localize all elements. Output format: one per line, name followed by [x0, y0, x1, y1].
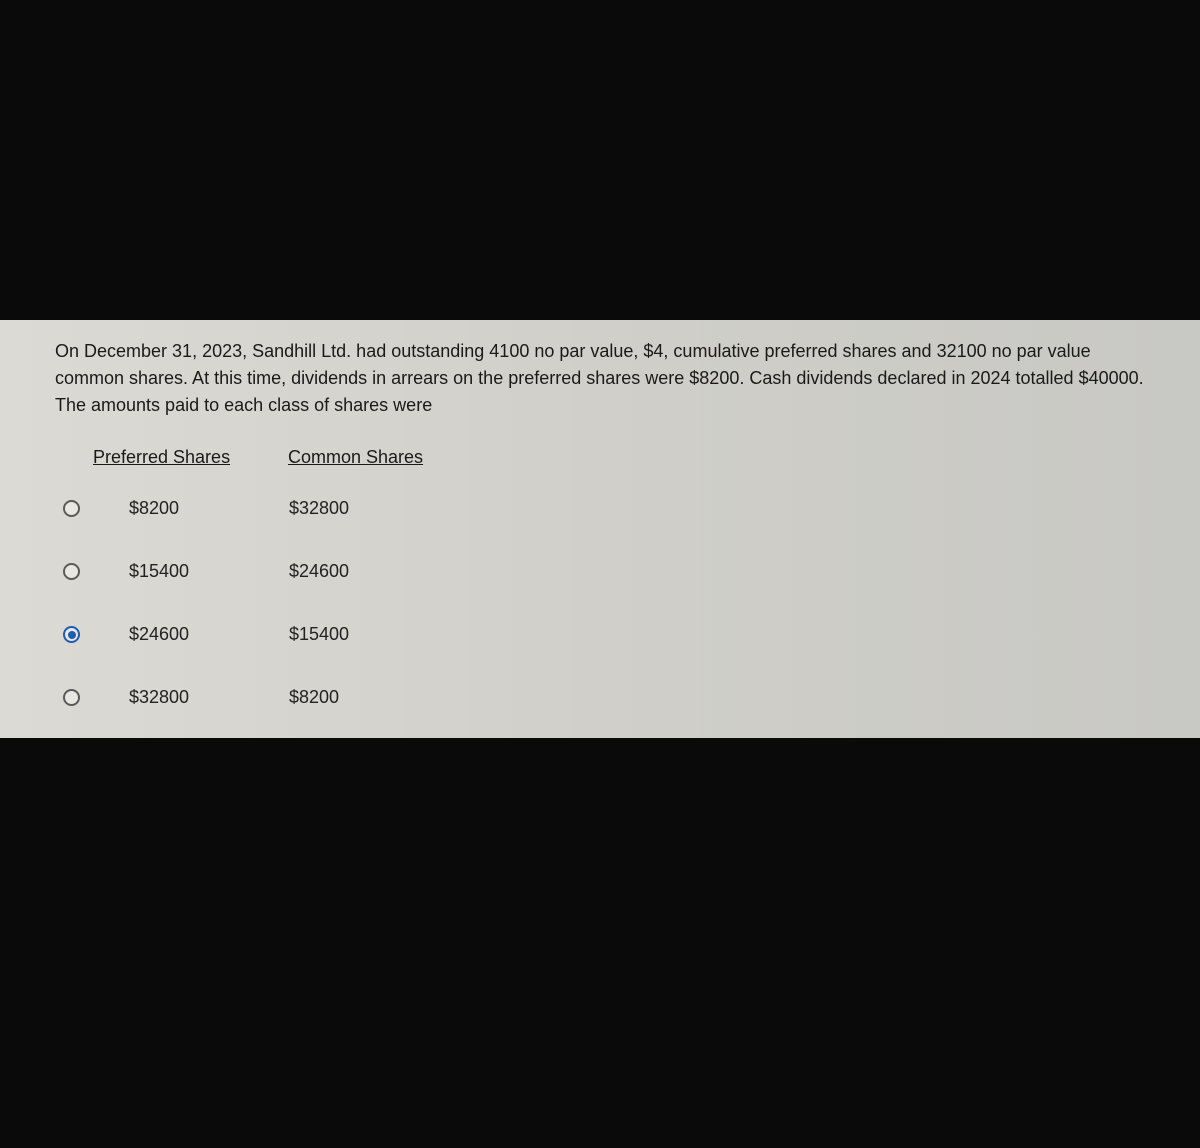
option-common-value: $8200 — [289, 687, 449, 708]
question-panel: On December 31, 2023, Sandhill Ltd. had … — [0, 320, 1200, 738]
radio-option-2[interactable] — [63, 563, 80, 580]
question-text: On December 31, 2023, Sandhill Ltd. had … — [55, 338, 1145, 419]
options-list: $8200 $32800 $15400 $24600 $24600 $15400… — [55, 498, 1145, 708]
option-preferred-value: $32800 — [129, 687, 289, 708]
option-preferred-value: $24600 — [129, 624, 289, 645]
option-row[interactable]: $32800 $8200 — [55, 687, 1145, 708]
option-preferred-value: $15400 — [129, 561, 289, 582]
option-preferred-value: $8200 — [129, 498, 289, 519]
option-row[interactable]: $8200 $32800 — [55, 498, 1145, 519]
radio-option-3[interactable] — [63, 626, 80, 643]
option-row[interactable]: $15400 $24600 — [55, 561, 1145, 582]
header-preferred-shares: Preferred Shares — [93, 447, 288, 468]
header-common-shares: Common Shares — [288, 447, 468, 468]
radio-option-1[interactable] — [63, 500, 80, 517]
option-row[interactable]: $24600 $15400 — [55, 624, 1145, 645]
option-common-value: $24600 — [289, 561, 449, 582]
option-common-value: $15400 — [289, 624, 449, 645]
column-headers: Preferred Shares Common Shares — [93, 447, 1145, 468]
radio-option-4[interactable] — [63, 689, 80, 706]
option-common-value: $32800 — [289, 498, 449, 519]
